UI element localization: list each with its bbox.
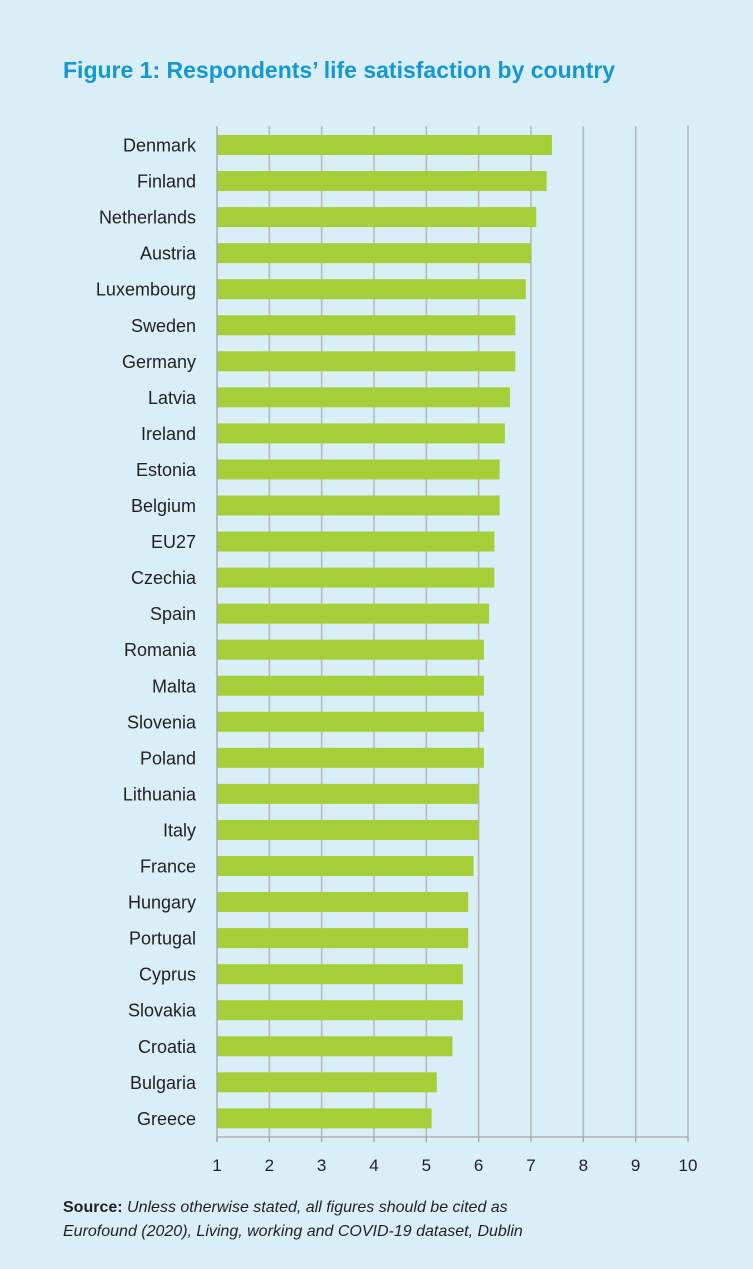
category-label-ireland: Ireland [141,424,196,444]
x-tick-label-5: 5 [422,1156,431,1175]
category-label-bulgaria: Bulgaria [130,1073,197,1093]
bar-france [217,856,474,876]
bar-cyprus [217,964,463,985]
category-label-germany: Germany [122,352,196,372]
bar-portugal [217,928,469,949]
bar-bulgaria [217,1072,437,1093]
bar-latvia [217,387,511,408]
source-text-line-1: Unless otherwise stated, all figures sho… [127,1199,508,1216]
x-tick-label-6: 6 [474,1156,483,1175]
bar-germany [217,351,516,372]
bar-lithuania [217,783,479,804]
bar-greece [217,1108,432,1129]
x-tick-label-2: 2 [265,1156,274,1175]
category-label-lithuania: Lithuania [123,784,197,804]
x-tick-label-9: 9 [631,1156,640,1175]
x-tick-label-8: 8 [579,1156,588,1175]
bar-austria [217,243,531,264]
category-label-austria: Austria [140,244,197,264]
bar-luxembourg [217,279,526,300]
bar-estonia [217,459,500,480]
bar-eu27 [217,531,495,552]
category-label-belgium: Belgium [131,496,196,516]
category-label-luxembourg: Luxembourg [96,280,196,300]
category-labels: Denmark Finland Netherlands Austria Luxembou… [96,136,197,1129]
category-label-italy: Italy [163,820,196,840]
category-label-greece: Greece [137,1109,196,1129]
category-label-latvia: Latvia [148,388,197,408]
category-label-malta: Malta [152,676,197,696]
category-label-denmark: Denmark [123,136,197,156]
bar-netherlands [217,207,537,228]
x-tick-label-10: 10 [679,1156,698,1175]
category-label-hungary: Hungary [128,893,196,913]
x-tick-label-4: 4 [369,1156,378,1175]
category-label-estonia: Estonia [136,460,197,480]
category-label-slovakia: Slovakia [128,1001,197,1021]
source-line-1: Source: Unless otherwise stated, all fig… [63,1196,523,1220]
category-label-portugal: Portugal [129,929,196,949]
bar-sweden [217,315,516,336]
bar-ireland [217,423,505,444]
bar-denmark [217,135,552,155]
category-label-poland: Poland [140,748,196,768]
x-tick-label-1: 1 [212,1156,221,1175]
bar-czechia [217,567,495,588]
bar-romania [217,639,484,660]
bar-chart: Denmark Finland Netherlands Austria Luxembou… [96,126,697,1175]
bar-poland [217,747,484,768]
category-label-slovenia: Slovenia [127,712,197,732]
bar-belgium [217,495,500,516]
category-label-romania: Romania [124,640,197,660]
category-label-finland: Finland [137,172,196,192]
category-label-netherlands: Netherlands [99,208,196,228]
bar-malta [217,675,484,696]
x-tick-label-7: 7 [526,1156,535,1175]
bar-croatia [217,1036,453,1057]
x-axis: 1 2 3 4 5 6 7 8 9 10 [212,126,697,1175]
source-label: Source: [63,1199,123,1216]
chart-title: Figure 1: Respondents’ life satisfaction… [63,57,616,83]
bar-hungary [217,892,469,913]
category-label-croatia: Croatia [138,1037,197,1057]
category-label-sweden: Sweden [131,316,196,336]
bar-slovakia [217,1000,463,1021]
category-label-czechia: Czechia [131,568,197,588]
category-label-cyprus: Cyprus [139,965,196,985]
bar-finland [217,171,547,192]
gridlines [268,126,689,1137]
x-tick-label-3: 3 [317,1156,326,1175]
source-text-line-2: Eurofound (2020), Living, working and CO… [63,1223,523,1240]
category-label-eu27: EU27 [151,532,196,552]
bars [217,135,552,1129]
category-label-spain: Spain [150,604,196,624]
category-label-france: France [140,857,196,877]
bar-italy [217,819,479,840]
source-note: Source: Unless otherwise stated, all fig… [63,1196,523,1244]
bar-slovenia [217,711,484,732]
bar-spain [217,603,490,624]
